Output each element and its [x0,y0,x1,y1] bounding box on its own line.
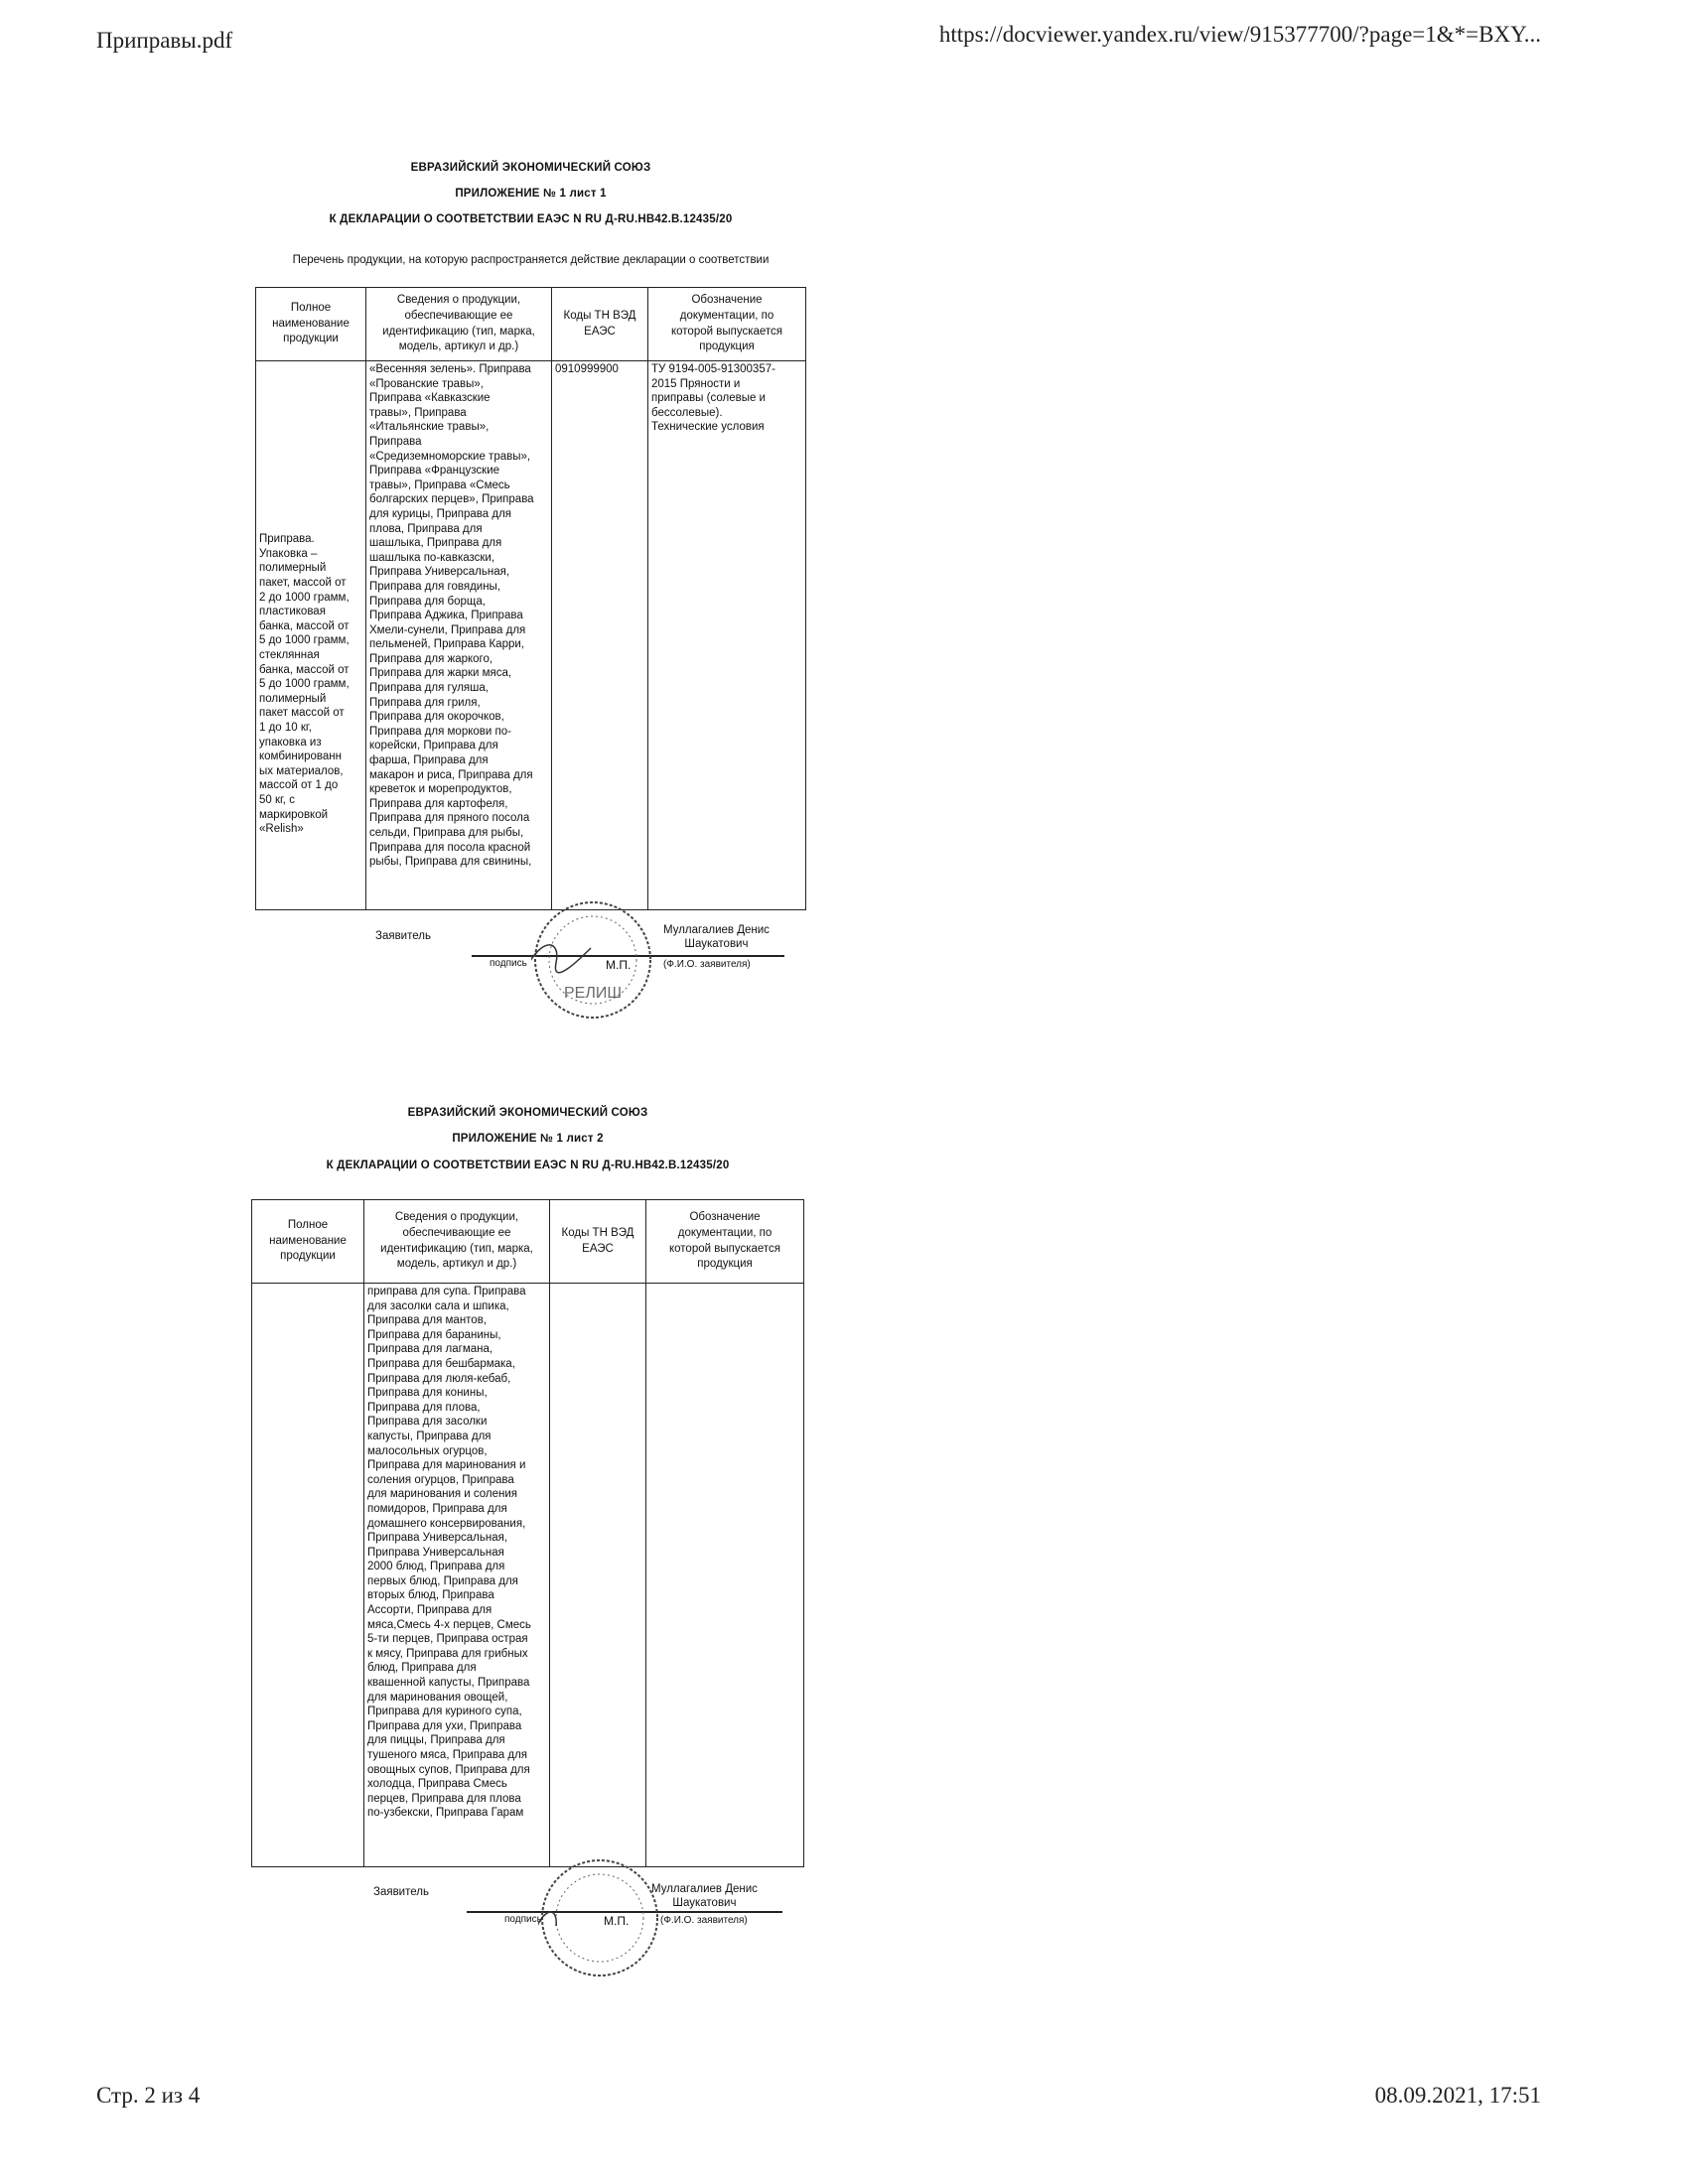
cell-product-info: приправа для супа. Приправа для засолки … [363,1283,550,1867]
header-product-info: Сведения о продукции, обеспечивающие ее … [363,1199,550,1284]
cell-code [549,1283,646,1867]
sheet1-product-table: Полное наименование продукции Сведения о… [255,287,806,910]
header-documentation: Обозначение документации, по которой вып… [647,287,806,361]
table-row: Приправа. Упаковка – полимерный пакет, м… [255,360,806,910]
applicant-name: Муллагалиев Денис Шаукатович [651,1883,758,1909]
cell-product-info: «Весенняя зелень». Приправа «Прованские … [365,360,552,910]
cell-code: 0910999900 [551,360,648,910]
sheet1-org: ЕВРАЗИЙСКИЙ ЭКОНОМИЧЕСКИЙ СОЮЗ [410,162,651,174]
svg-text:РЕЛИШ: РЕЛИШ [564,985,622,1002]
header-full-name: Полное наименование продукции [251,1199,364,1284]
applicant-name: Муллагалиев Денис Шаукатович [663,924,770,950]
header-product-info: Сведения о продукции, обеспечивающие ее … [365,287,552,361]
sheet1-appendix: ПРИЛОЖЕНИЕ № 1 лист 1 [455,188,607,200]
cell-product-name: Приправа. Упаковка – полимерный пакет, м… [255,360,366,910]
table-header-row: Полное наименование продукции Сведения о… [251,1199,804,1284]
sheet2-product-table: Полное наименование продукции Сведения о… [251,1199,804,1867]
table-header-row: Полное наименование продукции Сведения о… [255,287,806,361]
signature-caption: подпись [490,958,527,969]
signature-line [472,955,784,957]
signature-caption: подпись [504,1914,542,1925]
stamp-caption: М.П. [604,1914,630,1928]
cell-documentation [645,1283,804,1867]
company-stamp-icon: РЕЛИШ [531,901,651,1019]
header-documentation: Обозначение документации, по которой вып… [645,1199,804,1284]
page-url: https://docviewer.yandex.ru/view/9153777… [938,22,1541,47]
applicant-label: Заявитель [373,1886,429,1898]
header-full-name: Полное наименование продукции [255,287,366,361]
sheet2-appendix: ПРИЛОЖЕНИЕ № 1 лист 2 [452,1133,604,1145]
print-datetime: 08.09.2021, 17:51 [1374,2083,1541,2108]
table-row: приправа для супа. Приправа для засолки … [251,1283,804,1867]
stamp-caption: М.П. [606,958,632,972]
file-title: Приправы.pdf [96,28,233,53]
header-tn-ved-code: Коды ТН ВЭД ЕАЭС [551,287,648,361]
sheet2-declaration: К ДЕКЛАРАЦИИ О СООТВЕТСТВИИ ЕАЭС N RU Д-… [326,1160,730,1171]
sheet2-org: ЕВРАЗИЙСКИЙ ЭКОНОМИЧЕСКИЙ СОЮЗ [407,1107,648,1119]
header-tn-ved-code: Коды ТН ВЭД ЕАЭС [549,1199,646,1284]
sheet1-declaration: К ДЕКЛАРАЦИИ О СООТВЕТСТВИИ ЕАЭС N RU Д-… [329,213,733,225]
signature-line [467,1911,782,1913]
fio-caption: (Ф.И.О. заявителя) [663,959,751,970]
applicant-label: Заявитель [375,930,431,942]
company-stamp-icon [538,1859,658,1977]
page-indicator: Стр. 2 из 4 [96,2083,201,2108]
sheet1-subtitle: Перечень продукции, на которую распростр… [292,254,770,266]
cell-product-name [251,1283,364,1867]
cell-documentation: ТУ 9194-005-91300357- 2015 Пряности и пр… [647,360,806,910]
fio-caption: (Ф.И.О. заявителя) [660,1915,748,1926]
